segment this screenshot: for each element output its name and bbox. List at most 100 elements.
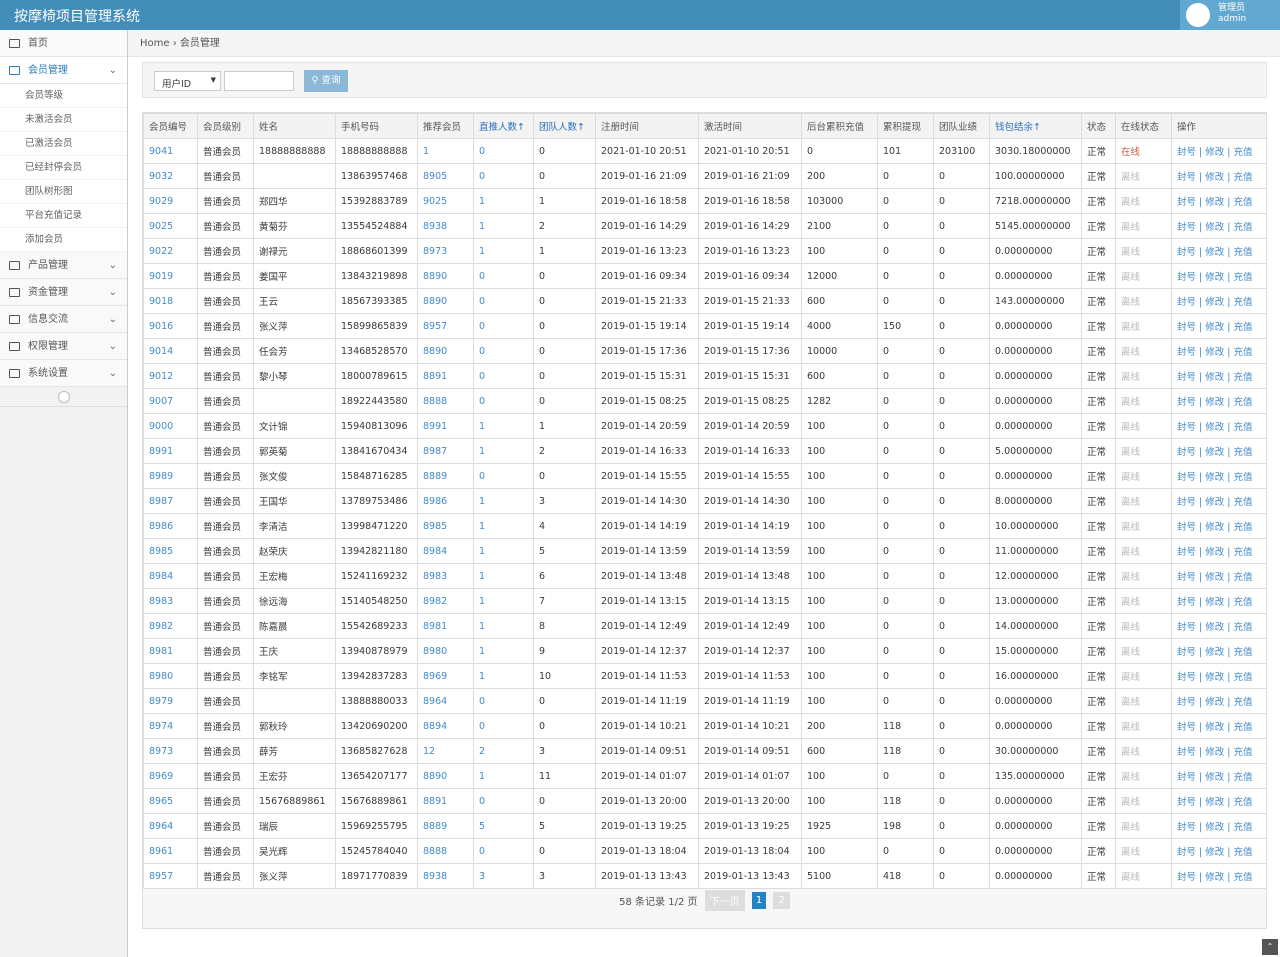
submenu-item[interactable]: 已经封停会员: [0, 156, 127, 180]
cell[interactable]: 8965: [143, 788, 198, 814]
action-link[interactable]: 封号: [1177, 747, 1197, 758]
cell[interactable]: 8957: [417, 313, 474, 339]
action-link[interactable]: 封号: [1177, 672, 1197, 683]
nav-item[interactable]: 信息交流 ⌄: [0, 306, 127, 333]
cell[interactable]: 8969: [417, 663, 474, 689]
action-link[interactable]: 修改: [1205, 347, 1225, 358]
sidebar-collapse[interactable]: [0, 387, 127, 407]
action-link[interactable]: 充值: [1233, 872, 1253, 883]
action-link[interactable]: 充值: [1233, 847, 1253, 858]
action-link[interactable]: 修改: [1205, 147, 1225, 158]
action-link[interactable]: 封号: [1177, 422, 1197, 433]
action-link[interactable]: 修改: [1205, 522, 1225, 533]
action-link[interactable]: 修改: [1205, 722, 1225, 733]
action-link[interactable]: 封号: [1177, 647, 1197, 658]
cell[interactable]: 8890: [417, 263, 474, 289]
action-link[interactable]: 封号: [1177, 222, 1197, 233]
action-link[interactable]: 修改: [1205, 672, 1225, 683]
action-link[interactable]: 充值: [1233, 647, 1253, 658]
action-link[interactable]: 封号: [1177, 622, 1197, 633]
action-link[interactable]: 封号: [1177, 197, 1197, 208]
action-link[interactable]: 充值: [1233, 272, 1253, 283]
action-link[interactable]: 充值: [1233, 297, 1253, 308]
cell[interactable]: 8973: [143, 738, 198, 764]
action-link[interactable]: 修改: [1205, 397, 1225, 408]
cell[interactable]: 8888: [417, 388, 474, 414]
action-link[interactable]: 修改: [1205, 547, 1225, 558]
action-link[interactable]: 修改: [1205, 297, 1225, 308]
submenu-item[interactable]: 添加会员: [0, 228, 127, 252]
page-2[interactable]: 2: [773, 892, 790, 909]
action-link[interactable]: 封号: [1177, 772, 1197, 783]
cell[interactable]: 8890: [417, 338, 474, 364]
cell[interactable]: 8986: [143, 513, 198, 539]
action-link[interactable]: 充值: [1233, 197, 1253, 208]
cell[interactable]: 8938: [417, 863, 474, 889]
cell[interactable]: 8987: [143, 488, 198, 514]
cell[interactable]: 8938: [417, 213, 474, 239]
action-link[interactable]: 封号: [1177, 247, 1197, 258]
action-link[interactable]: 修改: [1205, 247, 1225, 258]
action-link[interactable]: 封号: [1177, 822, 1197, 833]
cell[interactable]: 9018: [143, 288, 198, 314]
cell[interactable]: 8891: [417, 788, 474, 814]
action-link[interactable]: 充值: [1233, 722, 1253, 733]
nav-item[interactable]: 资金管理 ⌄: [0, 279, 127, 306]
action-link[interactable]: 修改: [1205, 447, 1225, 458]
cell[interactable]: 9014: [143, 338, 198, 364]
action-link[interactable]: 充值: [1233, 397, 1253, 408]
action-link[interactable]: 封号: [1177, 522, 1197, 533]
search-input[interactable]: [224, 71, 294, 91]
action-link[interactable]: 充值: [1233, 547, 1253, 558]
action-link[interactable]: 修改: [1205, 172, 1225, 183]
cell[interactable]: 8890: [417, 288, 474, 314]
cell[interactable]: 9007: [143, 388, 198, 414]
submenu-item[interactable]: 平台充值记录: [0, 204, 127, 228]
action-link[interactable]: 充值: [1233, 697, 1253, 708]
cell[interactable]: 9022: [143, 238, 198, 264]
cell[interactable]: 8957: [143, 863, 198, 889]
search-button[interactable]: ⚲ 查询: [304, 70, 348, 92]
cell[interactable]: 8890: [417, 763, 474, 789]
action-link[interactable]: 修改: [1205, 622, 1225, 633]
scroll-top[interactable]: ⌃: [1262, 939, 1278, 955]
cell[interactable]: 9012: [143, 363, 198, 389]
cell[interactable]: 8991: [143, 438, 198, 464]
action-link[interactable]: 封号: [1177, 797, 1197, 808]
cell[interactable]: 8983: [143, 588, 198, 614]
action-link[interactable]: 封号: [1177, 397, 1197, 408]
action-link[interactable]: 封号: [1177, 172, 1197, 183]
action-link[interactable]: 充值: [1233, 247, 1253, 258]
action-link[interactable]: 充值: [1233, 772, 1253, 783]
action-link[interactable]: 修改: [1205, 772, 1225, 783]
cell[interactable]: 9032: [143, 163, 198, 189]
cell[interactable]: 9041: [143, 138, 198, 164]
action-link[interactable]: 修改: [1205, 472, 1225, 483]
cell[interactable]: 8982: [417, 588, 474, 614]
action-link[interactable]: 修改: [1205, 422, 1225, 433]
action-link[interactable]: 充值: [1233, 522, 1253, 533]
cell[interactable]: 8961: [143, 838, 198, 864]
action-link[interactable]: 充值: [1233, 472, 1253, 483]
cell[interactable]: 8888: [417, 838, 474, 864]
field-select[interactable]: 用户ID ▼: [154, 71, 221, 91]
action-link[interactable]: 充值: [1233, 372, 1253, 383]
submenu-item[interactable]: 已激活会员: [0, 132, 127, 156]
action-link[interactable]: 充值: [1233, 797, 1253, 808]
action-link[interactable]: 修改: [1205, 847, 1225, 858]
nav-item[interactable]: 会员管理 ⌄: [0, 57, 127, 84]
action-link[interactable]: 充值: [1233, 622, 1253, 633]
action-link[interactable]: 封号: [1177, 497, 1197, 508]
submenu-item[interactable]: 未激活会员: [0, 108, 127, 132]
action-link[interactable]: 修改: [1205, 497, 1225, 508]
cell[interactable]: 9019: [143, 263, 198, 289]
action-link[interactable]: 修改: [1205, 872, 1225, 883]
action-link[interactable]: 充值: [1233, 447, 1253, 458]
action-link[interactable]: 修改: [1205, 322, 1225, 333]
action-link[interactable]: 充值: [1233, 572, 1253, 583]
cell[interactable]: 8991: [417, 413, 474, 439]
action-link[interactable]: 修改: [1205, 647, 1225, 658]
column-header[interactable]: 团队人数↑: [533, 113, 596, 139]
action-link[interactable]: 封号: [1177, 722, 1197, 733]
action-link[interactable]: 修改: [1205, 797, 1225, 808]
